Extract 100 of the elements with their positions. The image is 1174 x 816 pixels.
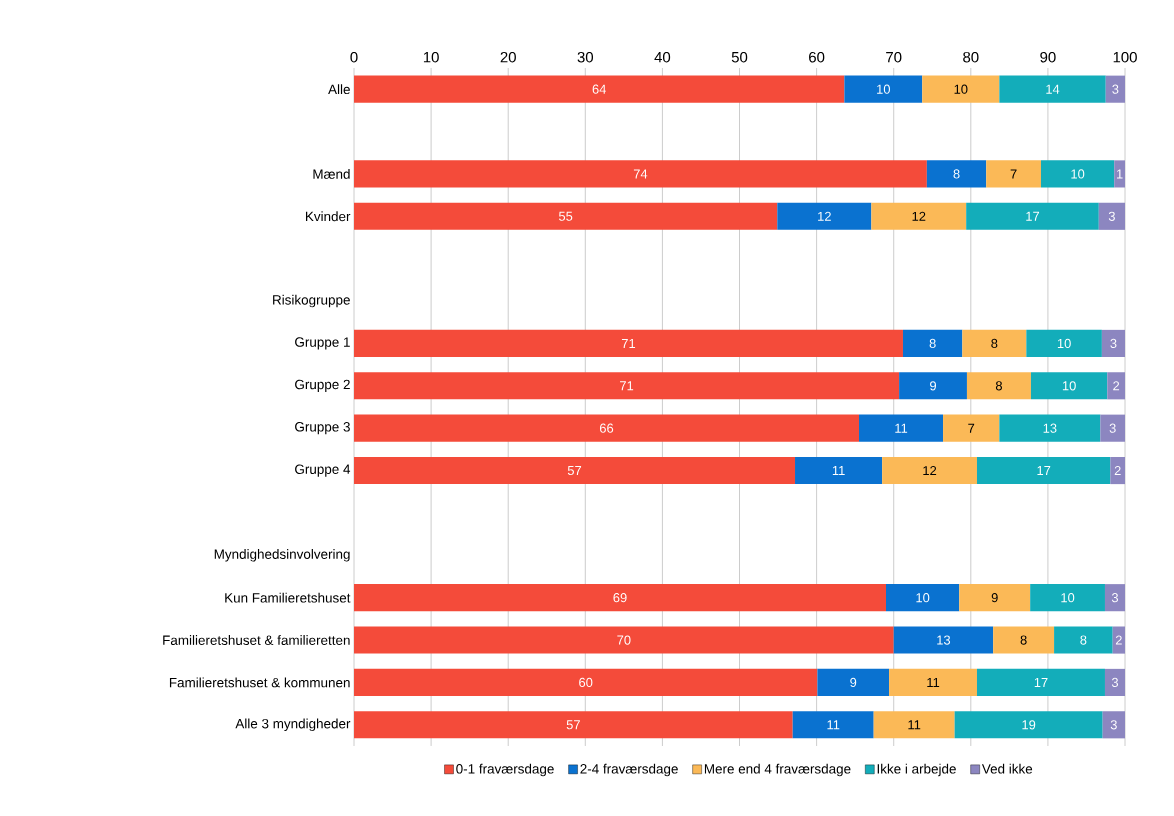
data-label: 3 xyxy=(1110,338,1117,349)
data-label: 10 xyxy=(1061,593,1075,603)
data-label: 2 xyxy=(1115,635,1122,645)
bar xyxy=(817,668,890,696)
data-label: 12 xyxy=(912,211,926,221)
legend-label: Mere end 4 fraværsdage xyxy=(704,763,851,777)
bar xyxy=(954,711,1103,739)
bar xyxy=(999,75,1106,103)
bar xyxy=(354,626,894,654)
data-label: 8 xyxy=(1020,635,1027,645)
y-tick-label: Myndighedsinvolvering xyxy=(214,549,350,562)
data-label: 10 xyxy=(1071,169,1085,179)
y-tick-label: Alle 3 myndigheder xyxy=(235,718,351,732)
x-tick-label: 80 xyxy=(963,51,979,63)
bar xyxy=(795,456,883,485)
bar xyxy=(882,456,977,485)
y-tick-label: Gruppe 2 xyxy=(295,379,350,392)
data-label: 11 xyxy=(832,466,845,476)
data-label: 14 xyxy=(1046,84,1060,94)
data-label: 7 xyxy=(1010,169,1017,179)
bar xyxy=(966,372,1031,400)
bar xyxy=(354,711,793,739)
data-label: 11 xyxy=(927,677,940,687)
bar xyxy=(1100,414,1126,442)
y-tick-label: Gruppe 3 xyxy=(295,422,350,435)
bar xyxy=(976,456,1111,485)
data-label: 57 xyxy=(566,720,580,730)
bar xyxy=(899,372,967,400)
data-label: 3 xyxy=(1108,211,1115,221)
bar xyxy=(999,414,1101,442)
bar xyxy=(966,202,1099,230)
data-label: 60 xyxy=(579,677,593,688)
bar xyxy=(792,711,874,739)
legend-label: 2-4 fraværsdage xyxy=(580,763,678,777)
bar xyxy=(873,711,955,739)
data-label: 11 xyxy=(895,423,908,433)
bar xyxy=(1030,584,1105,612)
bar xyxy=(1026,329,1102,357)
y-tick-label: Gruppe 4 xyxy=(295,464,351,477)
data-label: 3 xyxy=(1111,677,1119,688)
data-label: 64 xyxy=(592,84,607,94)
bar xyxy=(354,372,900,400)
bar xyxy=(886,584,960,612)
data-label: 10 xyxy=(877,84,890,94)
bar xyxy=(1105,75,1126,103)
y-tick-label: Mænd xyxy=(313,168,350,179)
bar xyxy=(976,668,1105,696)
data-label: 8 xyxy=(991,338,998,349)
y-tick-label: Familieretshuset & kommunen xyxy=(169,677,350,688)
data-label: 57 xyxy=(567,466,582,476)
x-tick-label: 10 xyxy=(423,51,439,63)
bar xyxy=(893,626,994,654)
y-tick-label: Kun Familieretshuset xyxy=(225,592,351,603)
bar xyxy=(1040,160,1115,188)
bar xyxy=(354,160,927,188)
bar xyxy=(1110,456,1126,485)
data-label: 8 xyxy=(953,169,960,179)
data-label: 9 xyxy=(930,381,937,391)
data-label: 55 xyxy=(558,211,573,221)
data-label: 11 xyxy=(827,720,840,730)
bar xyxy=(1107,372,1126,400)
bar xyxy=(926,160,987,188)
data-label: 10 xyxy=(916,593,930,603)
bar xyxy=(871,202,967,230)
bar xyxy=(844,75,923,103)
x-tick-label: 60 xyxy=(809,51,825,63)
data-label: 9 xyxy=(850,677,857,688)
data-label: 3 xyxy=(1110,720,1117,730)
bar xyxy=(777,202,872,230)
data-label: 19 xyxy=(1022,720,1036,730)
bar xyxy=(859,414,944,442)
data-label: 17 xyxy=(1037,466,1051,476)
data-label: 3 xyxy=(1112,84,1119,94)
bar xyxy=(1104,668,1126,696)
x-tick-label: 30 xyxy=(577,51,594,63)
y-tick-label: Kvinder xyxy=(306,211,351,222)
x-tick-label: 20 xyxy=(500,51,516,63)
data-label: 71 xyxy=(621,338,636,348)
bar xyxy=(943,414,1000,442)
data-label: 8 xyxy=(929,338,936,349)
data-label: 17 xyxy=(1034,677,1048,687)
bar xyxy=(354,202,778,230)
bar xyxy=(1102,711,1126,739)
data-label: 10 xyxy=(1062,381,1076,391)
bar xyxy=(354,329,903,357)
data-label: 71 xyxy=(620,381,634,391)
data-label: 8 xyxy=(1080,635,1087,645)
x-tick-label: 40 xyxy=(654,51,671,63)
bar xyxy=(1114,160,1126,188)
x-tick-label: 0 xyxy=(350,51,358,63)
bar xyxy=(1104,584,1126,612)
y-tick-label: Gruppe 1 xyxy=(295,337,350,350)
bar xyxy=(959,584,1031,612)
data-label: 3 xyxy=(1109,423,1116,433)
y-tick-label: Familieretshuset & familieretten xyxy=(163,635,350,645)
data-label: 13 xyxy=(937,635,951,645)
bar xyxy=(1101,329,1126,357)
bar xyxy=(922,75,1000,103)
legend-label: Ikke i arbejde xyxy=(877,763,956,777)
data-label: 2 xyxy=(1114,466,1121,476)
